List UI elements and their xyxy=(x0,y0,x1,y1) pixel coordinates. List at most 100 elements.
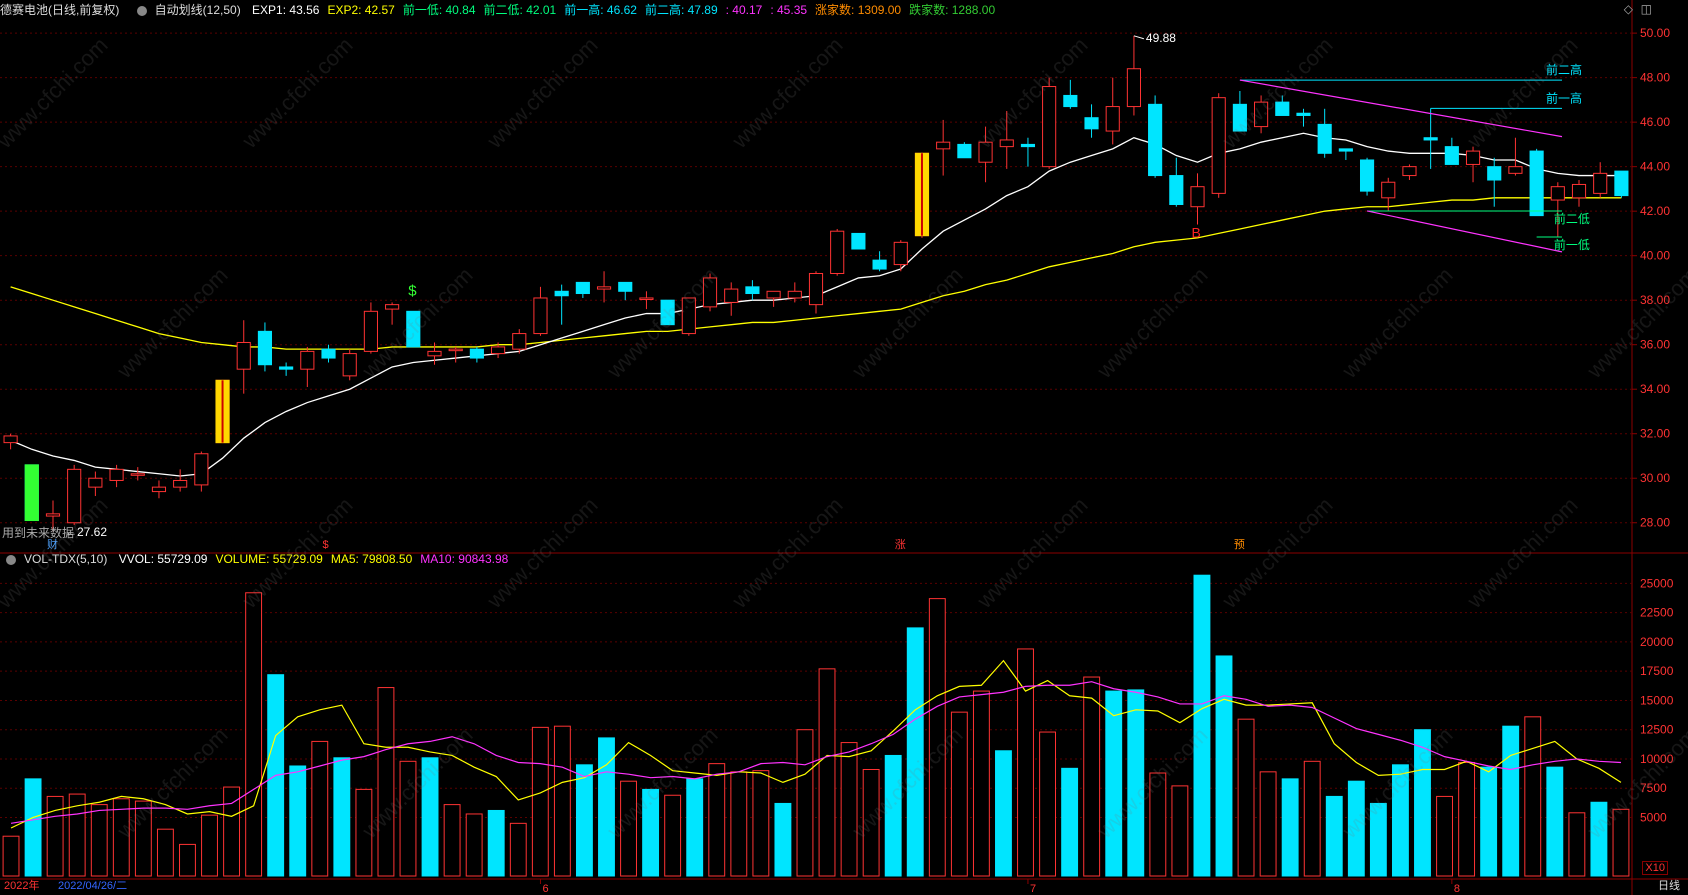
candle-body xyxy=(872,259,887,270)
candle-body xyxy=(385,304,400,310)
scale-button[interactable]: X10 xyxy=(1642,861,1668,875)
volume-bar xyxy=(1039,731,1057,877)
candle-body xyxy=(1084,117,1099,130)
level-label: 前一低 xyxy=(1554,237,1590,252)
candle-body xyxy=(45,513,61,517)
settings-icon[interactable] xyxy=(136,5,147,16)
volume-indicator-name[interactable]: VOL-TDX(5,10) xyxy=(24,552,108,566)
candle-body xyxy=(1190,186,1205,208)
header-value-0: EXP1: 43.56 xyxy=(252,3,320,17)
volume-bar xyxy=(509,822,527,877)
volume-bar xyxy=(1568,812,1586,877)
candle-body xyxy=(1126,68,1141,108)
volume-bar xyxy=(311,740,329,877)
candle-body xyxy=(1487,166,1502,181)
price-tick-label: 28.00 xyxy=(1640,516,1670,530)
maximize-icon[interactable]: ◫ xyxy=(1640,2,1652,16)
ma-long-line xyxy=(10,197,1622,350)
volume-bar xyxy=(686,778,704,877)
candle-body xyxy=(639,297,654,300)
candle-body xyxy=(342,353,357,377)
candle-body xyxy=(533,297,548,335)
price-tick-label: 40.00 xyxy=(1640,249,1670,263)
volume-bar xyxy=(774,802,792,877)
volume-bar xyxy=(531,726,549,877)
volume-bar xyxy=(884,754,902,877)
event-marker: $ xyxy=(323,539,329,551)
candle-body xyxy=(1275,101,1290,116)
candle-body xyxy=(1381,181,1396,199)
volume-bar xyxy=(1281,778,1299,877)
candle-body xyxy=(130,473,145,476)
volume-tick-label: 20000 xyxy=(1640,635,1674,649)
event-marker: 财 xyxy=(47,537,58,551)
candle-body xyxy=(512,333,527,350)
price-tick-label: 48.00 xyxy=(1640,71,1670,85)
header-value-3: 前二低: 42.01 xyxy=(483,3,557,17)
month-label: 8 xyxy=(1454,883,1460,895)
level-label: 前一高 xyxy=(1546,90,1582,105)
candle-body xyxy=(67,468,82,524)
candle-body xyxy=(1423,137,1438,141)
volume-bar xyxy=(487,809,505,877)
candle-body xyxy=(724,288,739,303)
candle-body xyxy=(1042,86,1057,168)
diamond-icon[interactable]: ◇ xyxy=(1623,2,1633,16)
volume-bar xyxy=(289,765,307,877)
month-label: 7 xyxy=(1030,883,1036,895)
candle-body xyxy=(936,141,951,150)
candle-body xyxy=(427,350,442,357)
candle-body xyxy=(1359,159,1375,192)
volume-bar xyxy=(223,786,241,877)
volume-value-2: MA5: 79808.50 xyxy=(330,552,413,566)
volume-tick-label: 17500 xyxy=(1640,664,1674,678)
volume-bar xyxy=(1215,655,1233,877)
volume-header: VOL-TDX(5,10) VVOL: 55729.09 VOLUME: 5572… xyxy=(0,549,524,569)
candle-body xyxy=(1338,148,1353,152)
volume-bar xyxy=(377,687,395,877)
volume-bar xyxy=(1612,808,1630,877)
volume-value-3: MA10: 90843.98 xyxy=(420,552,509,566)
volume-bar xyxy=(24,778,42,877)
volume-value-1: VOLUME: 55729.09 xyxy=(215,552,323,566)
price-tick-label: 32.00 xyxy=(1640,427,1670,441)
volume-bar xyxy=(708,763,726,877)
volume-bar xyxy=(862,768,880,877)
candle-body xyxy=(1296,112,1311,116)
price-tick-label: 36.00 xyxy=(1640,338,1670,352)
volume-bar xyxy=(752,770,770,877)
candle-body xyxy=(1571,183,1587,199)
level-label: 前二低 xyxy=(1554,211,1590,226)
candle-body xyxy=(279,366,294,370)
volume-value-0: VVOL: 55729.09 xyxy=(118,552,208,566)
indicator-name[interactable]: 自动划线(12,50) xyxy=(154,3,241,17)
volume-bar xyxy=(245,592,263,877)
volume-tick-label: 25000 xyxy=(1640,576,1674,590)
volume-bar xyxy=(642,788,660,877)
volume-bar xyxy=(1193,574,1211,877)
header-value-8: 涨家数: 1309.00 xyxy=(815,3,902,17)
price-tick-label: 46.00 xyxy=(1640,115,1670,129)
low-price-label: ←27.62 xyxy=(65,525,107,539)
future-data-note: 用到未来数据 xyxy=(2,525,74,540)
volume-bar xyxy=(1259,771,1277,877)
settings-icon[interactable] xyxy=(6,554,16,565)
candle-body xyxy=(554,290,569,297)
volume-bar xyxy=(46,795,64,877)
candle-body xyxy=(406,310,421,348)
signal-dollar: $ xyxy=(408,283,417,300)
candle-body xyxy=(257,330,273,366)
volume-bar xyxy=(840,742,858,877)
price-tick-label: 34.00 xyxy=(1640,382,1670,396)
candle-body xyxy=(1254,101,1269,128)
price-tick-label: 42.00 xyxy=(1640,204,1670,218)
candle-body xyxy=(745,286,760,295)
stock-name: 德赛电池(日线,前复权) xyxy=(0,3,120,17)
volume-bar xyxy=(1237,718,1255,877)
candle-body xyxy=(1444,146,1459,165)
volume-bar xyxy=(465,813,483,877)
volume-bar xyxy=(575,764,593,877)
volume-bar xyxy=(1546,766,1564,877)
period-tab[interactable]: 日线 xyxy=(1658,880,1680,892)
volume-bar xyxy=(1391,764,1409,877)
